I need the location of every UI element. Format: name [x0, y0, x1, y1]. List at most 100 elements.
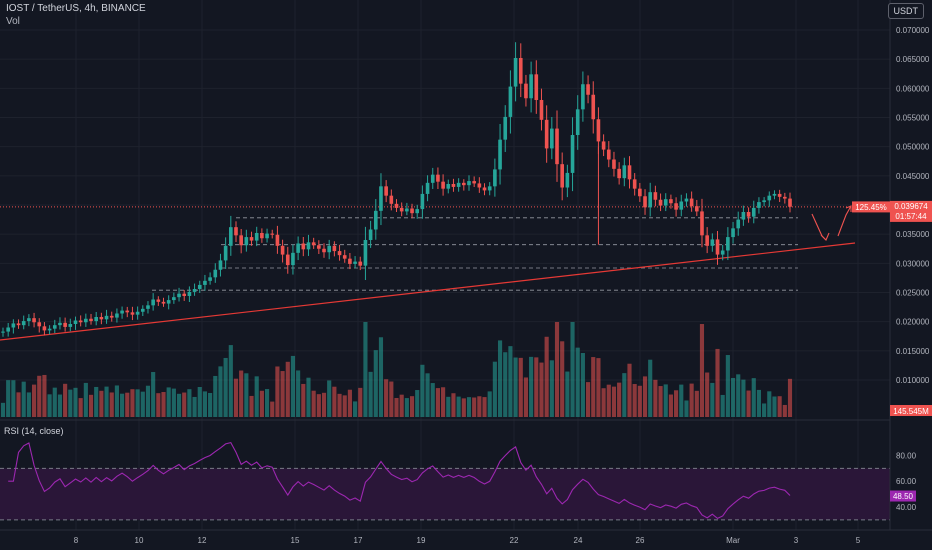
grid-lines: [0, 0, 890, 530]
volume-bar: [31, 384, 37, 417]
volume-bar: [580, 352, 585, 417]
candle-body: [689, 198, 694, 207]
volume-bar: [114, 385, 119, 417]
volume-bar: [736, 374, 741, 417]
candle-body: [368, 229, 373, 240]
bar-countdown: 01:57:44: [895, 212, 927, 221]
rsi-axis[interactable]: 80.00 60.00 40.00: [896, 451, 917, 512]
time-tick-label: 5: [856, 536, 861, 545]
volume-bar: [213, 375, 218, 417]
currency-button[interactable]: USDT: [887, 3, 924, 19]
candle-body: [575, 109, 580, 135]
rsi-last-marker: 48.50: [890, 490, 916, 502]
candle-body: [229, 227, 233, 246]
rsi-last-value: 48.50: [893, 492, 914, 501]
volume-bar: [518, 357, 523, 417]
volume-bar: [296, 370, 301, 417]
volume-bar: [321, 392, 327, 417]
volume-bar: [347, 389, 352, 417]
candle-body: [1, 331, 5, 333]
rsi-tick-label: 40.00: [896, 503, 917, 512]
volume-bar: [290, 355, 296, 417]
time-tick-label: 10: [135, 536, 144, 545]
candle-body: [705, 235, 709, 246]
rsi-tick-label: 80.00: [896, 451, 917, 460]
candle-body: [777, 193, 782, 197]
candle-body: [441, 181, 445, 189]
candle-body: [52, 325, 57, 329]
candle-body: [663, 199, 668, 206]
candle-body: [570, 135, 575, 173]
candle-body: [415, 209, 420, 214]
time-tick-label: Mar: [726, 536, 740, 545]
volume-bar: [658, 386, 663, 417]
volume-bar: [0, 402, 6, 417]
volume-bar: [37, 375, 42, 417]
volume-bar: [88, 394, 94, 417]
volume-bar: [674, 390, 679, 417]
volume-bars: [0, 322, 793, 417]
candle-body: [265, 233, 269, 239]
volume-bar: [94, 386, 99, 417]
candle-body: [358, 261, 363, 266]
time-axis[interactable]: 8 10 12 15 17 19 22 24 26 Mar 3 5: [74, 536, 861, 545]
candle-body: [529, 74, 533, 99]
volume-bar: [166, 387, 171, 417]
last-price-value: 0.039674: [894, 202, 928, 211]
volume-bar: [218, 366, 223, 417]
candle-body: [58, 322, 62, 326]
symbol-title[interactable]: IOST / TetherUS, 4h, BINANCE: [6, 3, 146, 14]
candle-body: [301, 243, 306, 250]
volume-bar: [151, 372, 156, 417]
volume-bar: [503, 352, 508, 417]
volume-bar: [135, 389, 140, 417]
trendline[interactable]: [0, 242, 856, 341]
price-tick-label: 0.050000: [896, 143, 930, 152]
volume-bar: [663, 384, 668, 417]
volume-bar: [233, 378, 239, 417]
candle-body: [581, 84, 585, 110]
candle-body: [130, 312, 135, 315]
volume-bar: [404, 398, 409, 417]
candlesticks: [1, 42, 792, 337]
candle-body: [125, 310, 130, 313]
volume-bar: [756, 389, 762, 417]
volume-bar: [772, 396, 777, 417]
candle-body: [234, 227, 238, 236]
volume-bar: [140, 391, 145, 417]
volume-bar: [601, 388, 606, 417]
rsi-last-box: [890, 490, 916, 502]
volume-bar: [363, 322, 368, 417]
candle-body: [399, 207, 404, 212]
candle-body: [679, 201, 684, 210]
candle-body: [751, 207, 756, 217]
volume-bar: [311, 390, 316, 417]
volume-bar: [586, 382, 591, 417]
candle-body: [565, 172, 570, 188]
volume-bar: [570, 322, 575, 417]
volume-bar: [446, 396, 451, 417]
volume-bar: [461, 398, 466, 417]
candle-body: [32, 318, 36, 323]
forecast-arrows[interactable]: [811, 205, 852, 241]
candle-body: [710, 239, 715, 246]
candle-body: [425, 182, 430, 194]
candle-body: [534, 74, 539, 100]
volume-bar: [560, 341, 565, 417]
candle-body: [394, 203, 399, 208]
candle-body: [518, 58, 523, 84]
volume-bar: [699, 324, 705, 417]
candle-body: [291, 252, 295, 266]
candle-body: [327, 245, 332, 253]
volume-bar: [441, 387, 446, 417]
candle-body: [94, 317, 99, 322]
candle-body: [586, 84, 590, 95]
price-tick-label: 0.015000: [896, 347, 930, 356]
volume-bar: [653, 379, 658, 417]
volume-bar: [301, 383, 306, 417]
candle-body: [84, 318, 88, 323]
candle-body: [146, 305, 150, 309]
candle-body: [389, 195, 394, 204]
candle-body: [218, 260, 223, 270]
